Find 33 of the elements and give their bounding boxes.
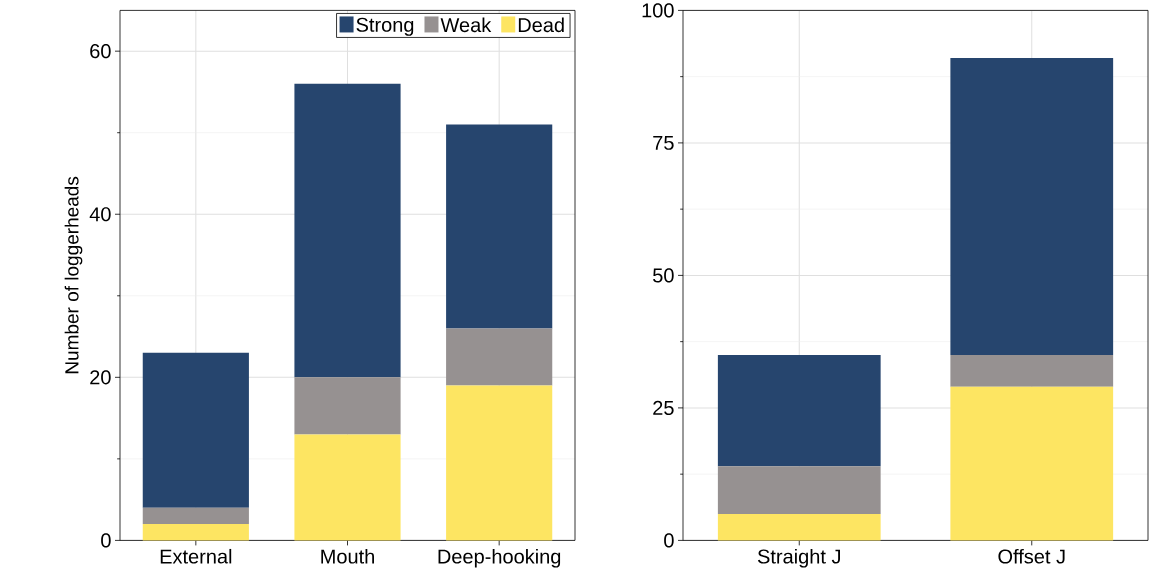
bar xyxy=(142,507,249,524)
bar xyxy=(294,83,401,378)
bar xyxy=(950,386,1114,541)
bar xyxy=(446,124,553,329)
bar xyxy=(950,57,1114,355)
bar xyxy=(446,385,553,541)
x-tick-label: Offset J xyxy=(998,548,1065,564)
x-tick-label: Straight J xyxy=(757,548,840,568)
bar xyxy=(717,354,881,466)
y-tick-label: 0 xyxy=(664,533,674,548)
bar xyxy=(142,352,249,508)
bar xyxy=(717,466,881,514)
y-tick-label: 50 xyxy=(653,268,674,283)
y-tick-label: 25 xyxy=(653,400,674,415)
bar xyxy=(294,377,401,435)
y-tick-label: 20 xyxy=(90,370,111,385)
bar xyxy=(717,513,881,541)
legend-label: Dead xyxy=(518,17,564,32)
bar xyxy=(142,523,249,541)
y-tick-label: 100 xyxy=(642,3,674,18)
legend-label: Weak xyxy=(440,17,492,32)
legend-label: Strong xyxy=(356,17,414,36)
y-axis-title: Number of loggerheads xyxy=(64,176,83,373)
bar xyxy=(294,434,401,541)
bar xyxy=(950,354,1114,387)
y-tick-label: 60 xyxy=(90,43,111,59)
x-tick-label: External xyxy=(160,548,232,564)
y-tick-label: 0 xyxy=(101,533,111,548)
bar xyxy=(446,328,553,386)
y-tick-label: 40 xyxy=(89,206,111,222)
y-tick-label: 75 xyxy=(653,135,674,150)
x-tick-label: Mouth xyxy=(321,548,374,564)
x-tick-label: Deep-hooking xyxy=(438,548,561,568)
